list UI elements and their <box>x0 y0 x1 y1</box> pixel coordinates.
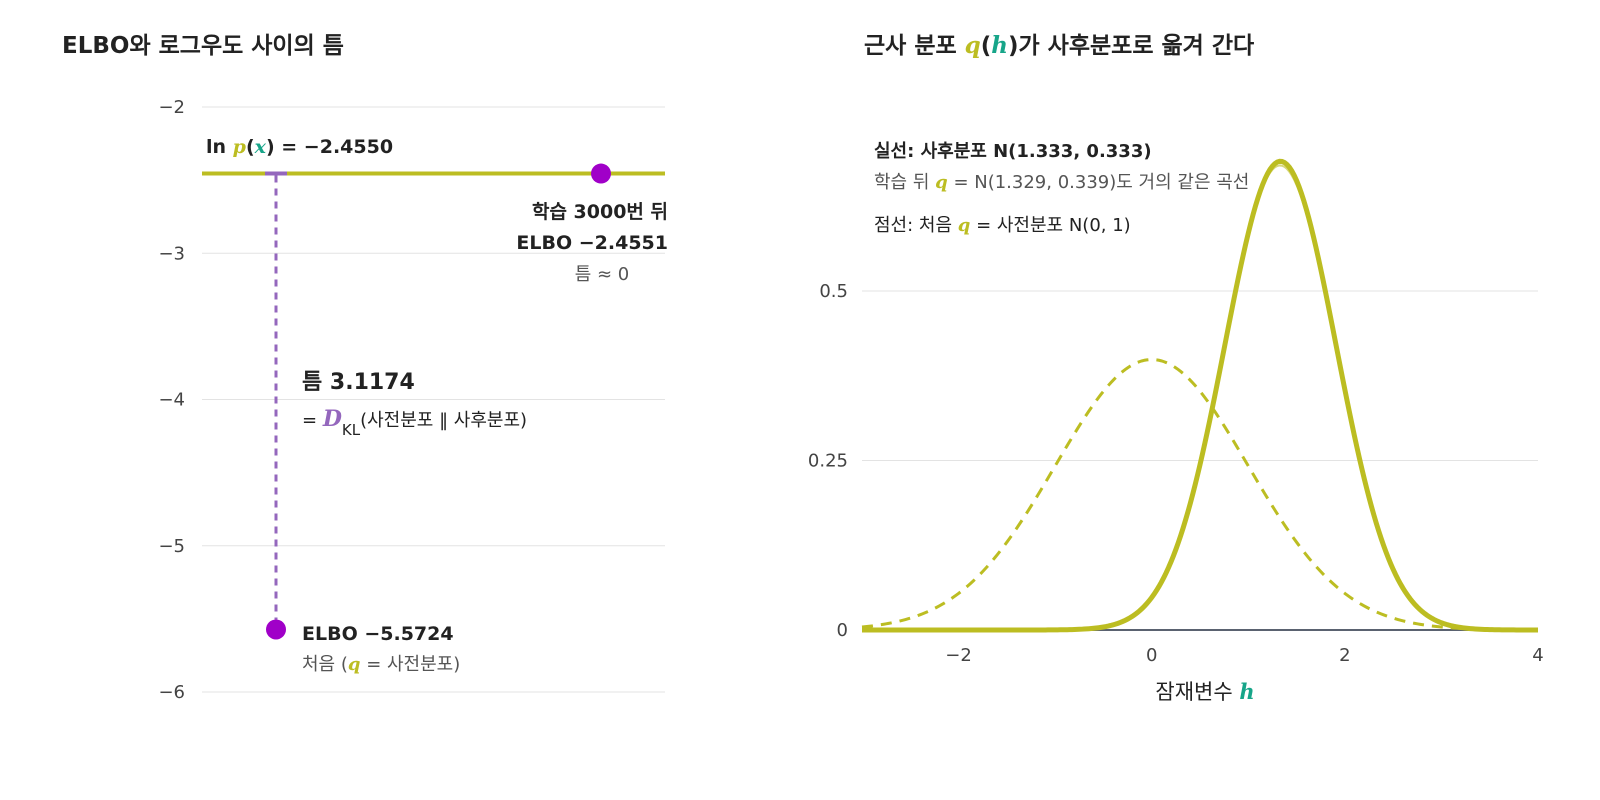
q-symbol: q <box>958 215 971 236</box>
elbo-point-start <box>266 619 286 640</box>
right-y-ticks: 0 0.25 0.5 <box>808 281 848 641</box>
right-x-tick-label: −2 <box>945 645 972 666</box>
right-panel: 근사 분포 q(h)가 사후분포로 옮겨 간다 0 0.25 0.5 −2 0 2 4 실… <box>808 32 1544 704</box>
kl-formula: = DKL(사전분포 ‖ 사후분포) <box>302 406 527 439</box>
legend-trained: 학습 뒤 q = N(1.329, 0.339)도 거의 같은 곡선 <box>874 172 1249 193</box>
start-note: 처음 (q = 사전분포) <box>302 654 460 675</box>
q-symbol: q <box>965 32 981 59</box>
left-title: ELBO와 로그우도 사이의 틈 <box>62 33 344 59</box>
x-axis-label: 잠재변수 h <box>1155 679 1254 704</box>
right-y-tick-label: 0 <box>837 620 848 641</box>
after-elbo-value: ELBO −2.4551 <box>516 232 668 254</box>
right-y-tick-label: 0.25 <box>808 451 848 472</box>
right-grid <box>862 290 1538 461</box>
right-x-tick-label: 4 <box>1532 645 1543 666</box>
left-y-ticks: −2 −3 −4 −5 −6 <box>158 97 185 703</box>
elbo-point-after <box>591 163 611 184</box>
left-panel: ELBO와 로그우도 사이의 틈 −2 −3 −4 −5 −6 ln p(x) = −2… <box>62 33 668 703</box>
right-y-tick-label: 0.5 <box>819 281 848 302</box>
left-y-tick-label: −3 <box>158 243 185 264</box>
p-symbol: p <box>233 136 247 158</box>
left-y-tick-label: −4 <box>158 390 185 411</box>
left-y-tick-label: −5 <box>158 536 185 557</box>
h-symbol: h <box>1239 679 1254 704</box>
q-symbol: q <box>348 654 361 675</box>
after-gap-value: 틈 ≈ 0 <box>575 264 630 285</box>
after-label: 학습 3000번 뒤 <box>532 201 668 223</box>
kl-d-symbol: D <box>322 406 342 432</box>
q-symbol: q <box>935 172 948 193</box>
trained-q-curve <box>862 164 1539 631</box>
left-grid <box>202 106 665 693</box>
left-y-tick-label: −2 <box>158 97 185 118</box>
x-symbol: x <box>254 136 267 158</box>
loglik-label: ln p(x) = −2.4550 <box>206 136 393 158</box>
gap-value-label: 틈 3.1174 <box>302 370 415 395</box>
start-elbo-value: ELBO −5.5724 <box>302 623 454 645</box>
right-x-ticks: −2 0 2 4 <box>945 645 1543 666</box>
right-x-tick-label: 0 <box>1146 645 1157 666</box>
left-y-tick-label: −6 <box>158 682 185 703</box>
right-title: 근사 분포 q(h)가 사후분포로 옮겨 간다 <box>864 32 1254 59</box>
h-symbol: h <box>991 32 1008 59</box>
legend-dashed: 점선: 처음 q = 사전분포 N(0, 1) <box>874 215 1131 236</box>
prior-q-curve <box>861 358 1539 632</box>
legend-solid: 실선: 사후분포 N(1.333, 0.333) <box>874 141 1152 162</box>
right-x-tick-label: 2 <box>1339 645 1350 666</box>
